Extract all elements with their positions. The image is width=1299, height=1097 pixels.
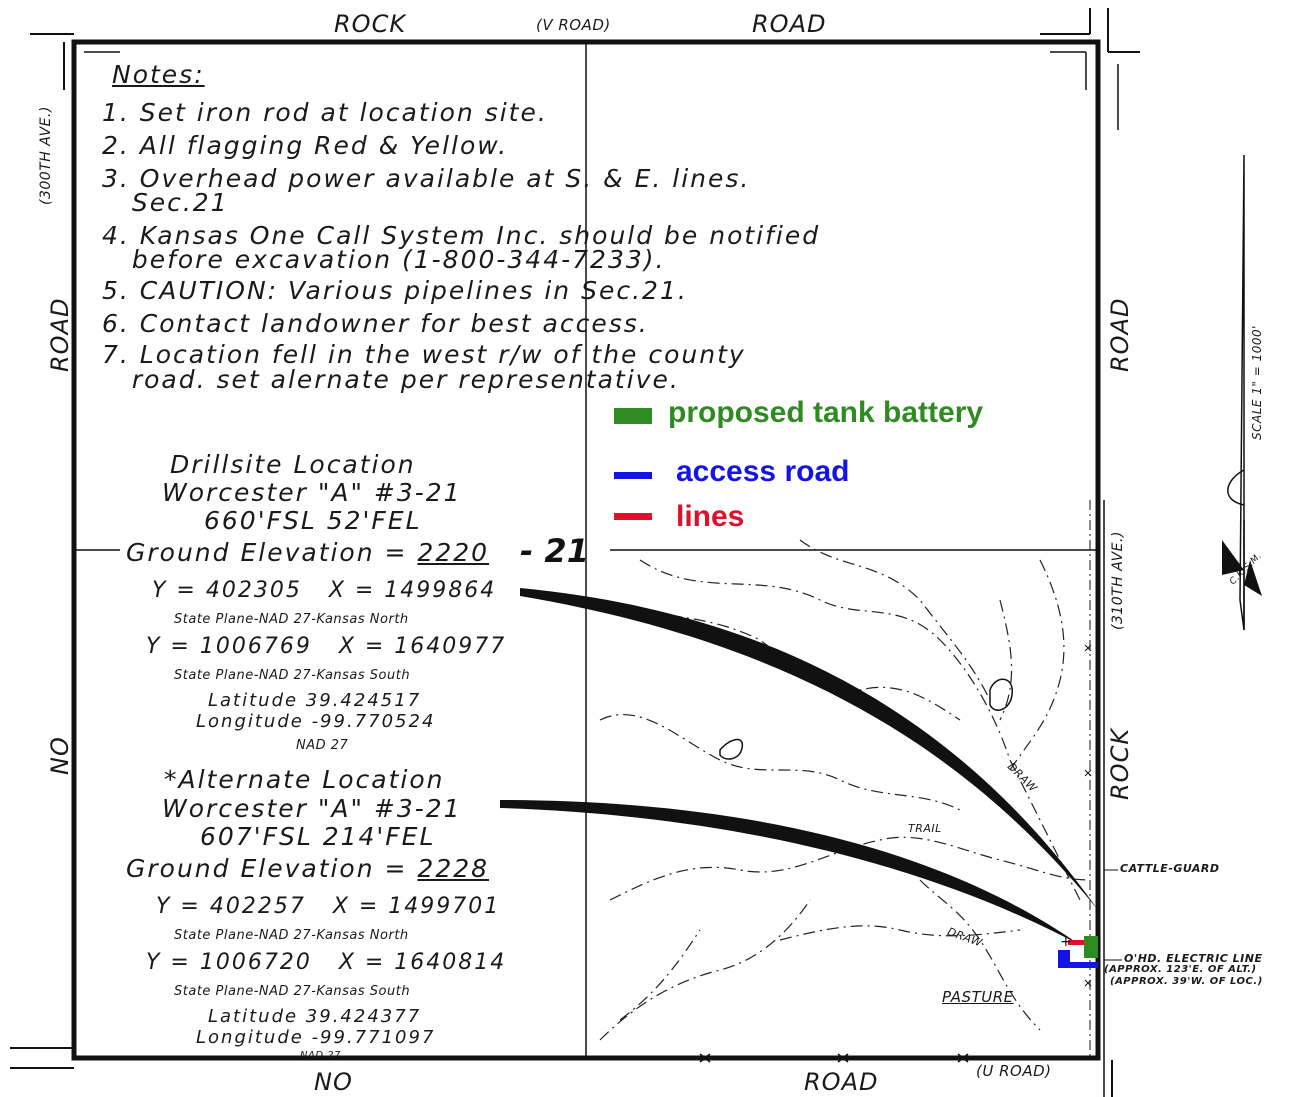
drillsite-title: Drillsite Location xyxy=(170,450,416,479)
note-4: 4. Kansas One Call System Inc. should be… xyxy=(102,221,821,250)
pasture-label: PASTURE xyxy=(942,988,1014,1006)
note-1: 1. Set iron rod at location site. xyxy=(102,98,548,127)
lines-mark xyxy=(1068,940,1084,945)
drillsite-well: Worcester "A" #3-21 xyxy=(162,478,462,507)
legend-tank-battery-label: proposed tank battery xyxy=(668,396,984,429)
pond-lower xyxy=(719,738,744,760)
road-label-left-no: NO xyxy=(46,736,74,775)
road-label-top-road: ROAD xyxy=(752,10,827,38)
alternate-latitude: Latitude 39.424377 xyxy=(208,1006,422,1027)
alternate-title: *Alternate Location xyxy=(164,765,445,794)
pond-upper xyxy=(989,678,1013,711)
electric-line-label: O'HD. ELECTRIC LINE xyxy=(1124,952,1263,965)
road-label-bottom-road: ROAD xyxy=(804,1068,879,1096)
alternate-datum: NAD 27 xyxy=(300,1050,341,1061)
drillsite-longitude: Longitude -99.770524 xyxy=(196,711,436,732)
note-4b: before excavation (1-800-344-7233). xyxy=(102,245,666,274)
note-2: 2. All flagging Red & Yellow. xyxy=(102,131,509,160)
note-3: 3. Overhead power available at S. & E. l… xyxy=(102,164,751,193)
road-label-bottom-no: NO xyxy=(314,1068,353,1096)
scale-bar xyxy=(1239,154,1245,631)
alternate-longitude: Longitude -99.771097 xyxy=(196,1027,436,1048)
drillsite-elev-label: Ground Elevation = xyxy=(126,538,418,567)
drillsite-south-coords: Y = 1006769 X = 1640977 xyxy=(146,634,507,659)
legend-lines-swatch xyxy=(614,513,652,520)
legend-access-road-swatch xyxy=(614,472,652,479)
road-label-bottom-u: (U ROAD) xyxy=(976,1062,1052,1080)
drillsite-datum: NAD 27 xyxy=(296,738,349,753)
trail-label: TRAIL xyxy=(908,822,942,835)
arrow-drillsite xyxy=(520,588,1098,910)
drillsite-north-label: State Plane-NAD 27-Kansas North xyxy=(174,612,409,627)
drillsite-elev-value: 2220 xyxy=(417,538,490,567)
road-label-left-ave: (300TH AVE.) xyxy=(38,106,54,205)
alternate-elev-label: Ground Elevation = xyxy=(126,854,418,883)
note-7b: road. set alernate per representative. xyxy=(102,365,680,394)
cksm-symbol xyxy=(1222,540,1262,596)
approx-loc-label: (APPROX. 39'W. OF LOC.) xyxy=(1110,976,1263,987)
arrow-alternate xyxy=(500,800,1080,945)
cattle-guard-label: CATTLE-GUARD xyxy=(1120,862,1220,875)
tank-battery-mark xyxy=(1084,936,1098,958)
alternate-well: Worcester "A" #3-21 xyxy=(162,794,462,823)
note-5: 5. CAUTION: Various pipelines in Sec.21. xyxy=(102,276,688,305)
road-label-right-road: ROAD xyxy=(1106,297,1134,372)
notes-title: Notes: xyxy=(112,60,205,89)
drillsite-north-coords: Y = 402305 X = 1499864 xyxy=(152,578,497,603)
alternate-south-label: State Plane-NAD 27-Kansas South xyxy=(174,984,411,999)
alternate-north-coords: Y = 402257 X = 1499701 xyxy=(156,894,501,919)
alternate-elevation: Ground Elevation = 2228 xyxy=(126,854,489,883)
legend-tank-battery-swatch xyxy=(614,408,652,424)
alternate-north-label: State Plane-NAD 27-Kansas North xyxy=(174,928,409,943)
access-road-mark xyxy=(1058,950,1098,968)
road-label-right-ave: (310TH AVE.) xyxy=(1110,531,1126,630)
drillsite-south-label: State Plane-NAD 27-Kansas South xyxy=(174,668,411,683)
alternate-south-coords: Y = 1006720 X = 1640814 xyxy=(146,950,507,975)
legend-lines-label: lines xyxy=(676,500,745,533)
approx-alt-label: (APPROX. 123'E. OF ALT.) xyxy=(1104,964,1257,975)
drillsite-latitude: Latitude 39.424517 xyxy=(208,690,422,711)
road-label-top-rock: ROCK xyxy=(334,10,407,38)
drillsite-elevation: Ground Elevation = 2220 xyxy=(126,538,489,567)
legend-access-road-label: access road xyxy=(676,455,850,488)
road-label-left-road: ROAD xyxy=(46,297,74,372)
note-7: 7. Location fell in the west r/w of the … xyxy=(102,340,746,369)
section-number: - 21 xyxy=(520,532,589,570)
alternate-elev-value: 2228 xyxy=(417,854,490,883)
note-3b: Sec.21 xyxy=(102,188,229,217)
road-label-top-v: (V ROAD) xyxy=(536,16,611,34)
scale-label: SCALE 1" = 1000' xyxy=(1250,325,1264,440)
road-label-right-rock: ROCK xyxy=(1106,727,1134,800)
alternate-footage: 607'FSL 214'FEL xyxy=(200,822,436,851)
svg-text:+: + xyxy=(1060,934,1072,950)
drillsite-footage: 660'FSL 52'FEL xyxy=(204,506,422,535)
note-6: 6. Contact landowner for best access. xyxy=(102,309,649,338)
